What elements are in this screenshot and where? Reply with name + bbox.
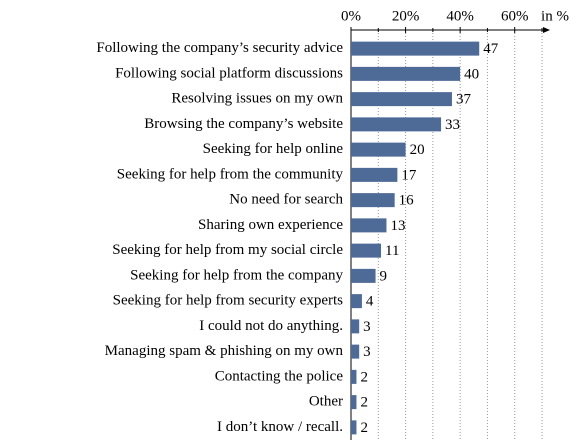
bar — [351, 142, 406, 157]
bar — [351, 294, 362, 309]
bar — [351, 41, 480, 56]
value-label: 17 — [401, 167, 417, 183]
value-label: 40 — [464, 66, 479, 82]
bar — [351, 319, 360, 334]
bar — [351, 218, 387, 233]
bar — [351, 167, 398, 182]
value-label: 47 — [483, 41, 499, 57]
bar — [351, 369, 357, 384]
value-label: 9 — [380, 268, 388, 284]
y-tick-label: Contacting the police — [215, 368, 344, 384]
value-label: 16 — [399, 193, 415, 209]
bar — [351, 66, 461, 81]
x-axis-label: in % — [541, 8, 569, 24]
y-tick-label: Other — [309, 394, 343, 410]
bar — [351, 117, 442, 132]
bar — [351, 92, 452, 107]
bar — [351, 268, 376, 283]
axis-arrow — [543, 27, 550, 33]
x-tick-label: 0% — [341, 8, 361, 24]
bar — [351, 420, 357, 435]
value-label: 2 — [360, 395, 368, 411]
y-tick-label: Resolving issues on my own — [171, 91, 343, 107]
value-label: 20 — [410, 142, 425, 158]
bar — [351, 344, 360, 359]
y-tick-label: I could not do anything. — [199, 318, 343, 334]
x-tick-label: 60% — [501, 8, 529, 24]
y-tick-label: Seeking for help from the community — [117, 166, 344, 182]
value-label: 3 — [363, 319, 371, 335]
bar — [351, 193, 395, 208]
value-label: 3 — [363, 344, 371, 360]
value-label: 2 — [360, 420, 368, 436]
y-tick-label: Following social platform discussions — [115, 65, 343, 81]
y-tick-label: I don’t know / recall. — [217, 419, 343, 435]
x-tick-label: 20% — [392, 8, 420, 24]
value-label: 2 — [360, 369, 368, 385]
y-tick-label: Seeking for help from my social circle — [112, 242, 343, 258]
value-label: 37 — [456, 92, 472, 108]
value-label: 11 — [385, 243, 399, 259]
bar — [351, 395, 357, 410]
y-tick-label: Following the company’s security advice — [96, 40, 343, 56]
y-tick-label: Browsing the company’s website — [144, 116, 343, 132]
y-tick-label: No need for search — [229, 192, 343, 208]
x-tick-label: 40% — [446, 8, 474, 24]
value-label: 13 — [390, 218, 405, 234]
y-tick-label: Sharing own experience — [198, 217, 343, 233]
y-tick-label: Seeking for help from security experts — [113, 293, 344, 309]
value-label: 4 — [366, 294, 374, 310]
y-tick-label: Seeking for help from the company — [130, 267, 343, 283]
value-label: 33 — [445, 117, 460, 133]
bar — [351, 243, 382, 258]
y-tick-label: Seeking for help online — [203, 141, 344, 157]
y-tick-label: Managing spam & phishing on my own — [105, 343, 344, 359]
